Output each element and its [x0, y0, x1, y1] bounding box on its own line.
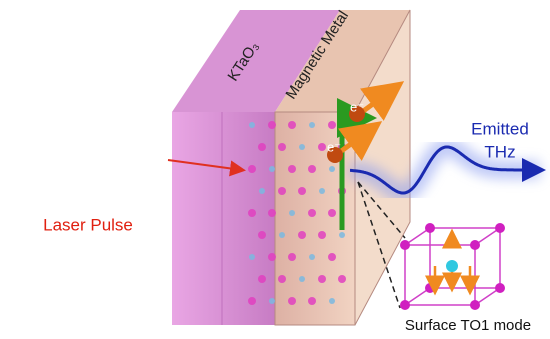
atom — [328, 253, 336, 261]
atom — [258, 143, 266, 151]
atom — [328, 121, 336, 129]
atom — [268, 253, 276, 261]
atom — [288, 297, 296, 305]
emitted-label: THz — [484, 142, 515, 161]
atom — [258, 275, 266, 283]
diagram: KTaO₃ Magnetic Metal e⁻ e⁻ Emitted THz L… — [0, 0, 550, 339]
atom — [309, 122, 315, 128]
atom — [328, 209, 336, 217]
atom — [258, 231, 266, 239]
atom — [309, 254, 315, 260]
atom — [248, 297, 256, 305]
atom — [269, 166, 275, 172]
atom — [268, 209, 276, 217]
atom — [248, 209, 256, 217]
atom — [318, 231, 326, 239]
atom — [298, 187, 306, 195]
emitted-label: Emitted — [471, 119, 529, 138]
atom — [329, 166, 335, 172]
atom — [329, 298, 335, 304]
atom — [288, 253, 296, 261]
atom — [289, 210, 295, 216]
atom — [288, 121, 296, 129]
atom — [278, 187, 286, 195]
atom — [269, 298, 275, 304]
electron-label: e⁻ — [327, 139, 341, 154]
atom — [298, 231, 306, 239]
atom — [318, 143, 326, 151]
atom — [299, 144, 305, 150]
atom — [308, 165, 316, 173]
atom — [308, 209, 316, 217]
center-atom — [446, 260, 458, 272]
atom — [288, 165, 296, 173]
electron-label: e⁻ — [350, 99, 364, 114]
atom — [338, 275, 346, 283]
atom — [259, 188, 265, 194]
atom — [249, 254, 255, 260]
atom — [278, 143, 286, 151]
atom — [279, 232, 285, 238]
atom — [299, 276, 305, 282]
atom — [318, 275, 326, 283]
atom — [268, 121, 276, 129]
atom — [308, 297, 316, 305]
atom — [278, 275, 286, 283]
atom — [319, 188, 325, 194]
atom — [339, 232, 345, 238]
atom — [248, 165, 256, 173]
atom — [249, 122, 255, 128]
mode-label: Surface TO1 mode — [405, 317, 531, 334]
laser-label: Laser Pulse — [43, 215, 133, 234]
